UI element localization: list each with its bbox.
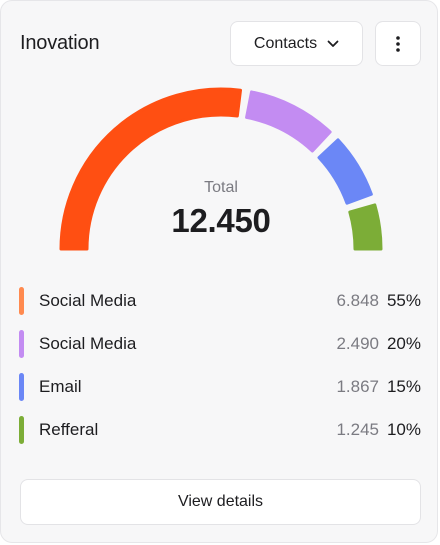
legend-label: Social Media bbox=[39, 291, 137, 310]
legend-label: Refferal bbox=[39, 420, 99, 439]
legend-percent: 10% bbox=[386, 420, 421, 439]
legend-color-swatch bbox=[19, 330, 24, 358]
legend-row-social-media-2: Social Media 2.490 20% bbox=[19, 326, 423, 362]
gauge-segment-2 bbox=[317, 138, 373, 205]
more-options-button[interactable] bbox=[375, 21, 421, 66]
contacts-filter-dropdown[interactable]: Contacts bbox=[230, 21, 363, 66]
donut-gauge-chart bbox=[59, 87, 383, 251]
legend-color-swatch bbox=[19, 287, 24, 315]
legend-color-swatch bbox=[19, 373, 24, 401]
card-title: Inovation bbox=[20, 32, 100, 54]
legend-color-swatch bbox=[19, 416, 24, 444]
legend-row-email: Email 1.867 15% bbox=[19, 369, 423, 405]
legend-value: 6.848 bbox=[336, 291, 379, 310]
view-details-label: View details bbox=[177, 493, 264, 510]
gauge-segment-0 bbox=[59, 87, 242, 251]
total-label: Total bbox=[204, 179, 238, 196]
legend-row-refferal: Refferal 1.245 10% bbox=[19, 412, 423, 448]
legend-value: 1.245 bbox=[336, 420, 379, 439]
more-vertical-icon bbox=[396, 35, 400, 52]
legend-percent: 15% bbox=[386, 377, 421, 396]
gauge-segment-3 bbox=[348, 203, 383, 251]
filter-label: Contacts bbox=[253, 34, 318, 52]
chevron-down-icon bbox=[327, 40, 339, 47]
view-details-button[interactable]: View details bbox=[20, 479, 421, 525]
legend-row-social-media-1: Social Media 6.848 55% bbox=[19, 283, 423, 319]
legend-value: 2.490 bbox=[336, 334, 379, 353]
legend-label: Email bbox=[39, 377, 82, 396]
total-value: 12.450 bbox=[171, 202, 271, 239]
legend-percent: 20% bbox=[386, 334, 421, 353]
legend-percent: 55% bbox=[386, 291, 421, 310]
gauge-segment-1 bbox=[245, 90, 332, 153]
legend-label: Social Media bbox=[39, 334, 137, 353]
legend-value: 1.867 bbox=[336, 377, 379, 396]
